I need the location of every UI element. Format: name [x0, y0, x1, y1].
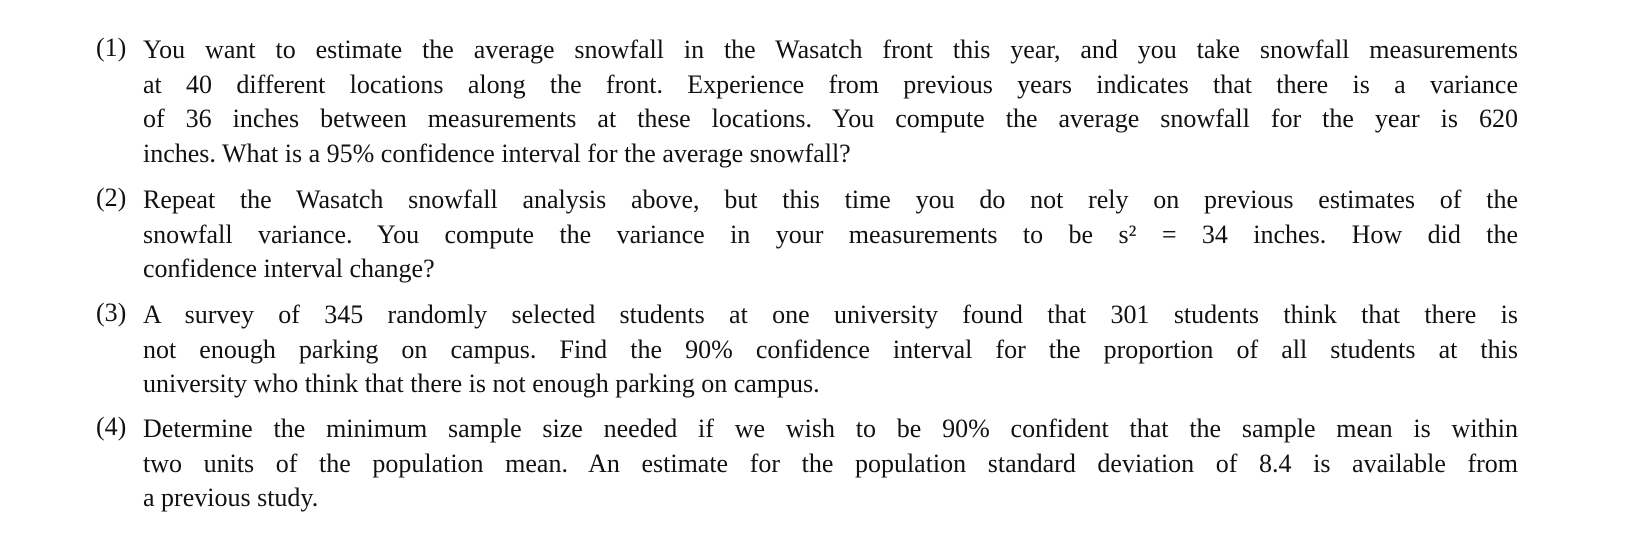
problem-3: (3) A survey of 345 randomly selected st… — [96, 298, 1518, 402]
problem-text-line: of 36 inches between measurements at the… — [143, 104, 1518, 134]
problem-text-line: inches. What is a 95% confidence interva… — [143, 138, 851, 168]
problem-number: (4) — [96, 412, 127, 441]
problem-text-line: two units of the population mean. An est… — [143, 448, 1518, 478]
problem-text-line: A survey of 345 randomly selected studen… — [143, 300, 1518, 329]
problem-text-line: Repeat the Wasatch snowfall analysis abo… — [143, 185, 1518, 214]
problem-text-line: You want to estimate the average snowfal… — [143, 35, 1518, 64]
problem-text-line: a previous study. — [143, 483, 319, 513]
problem-text-line: snowfall variance. You compute the varia… — [143, 219, 1518, 249]
problem-4: (4) Determine the minimum sample size ne… — [96, 412, 1518, 516]
problem-number: (2) — [96, 183, 127, 212]
problem-1: (1) You want to estimate the average sno… — [96, 33, 1518, 171]
problem-text-line: at 40 different locations along the fron… — [143, 69, 1518, 99]
problem-text-line: university who think that there is not e… — [143, 369, 820, 399]
problem-2: (2) Repeat the Wasatch snowfall analysis… — [96, 183, 1518, 287]
problem-text-line: not enough parking on campus. Find the 9… — [143, 334, 1518, 364]
problem-text-line: confidence interval change? — [143, 254, 435, 284]
problem-text-line: Determine the minimum sample size needed… — [143, 414, 1518, 443]
problem-number: (3) — [96, 298, 127, 327]
problem-number: (1) — [96, 33, 127, 62]
